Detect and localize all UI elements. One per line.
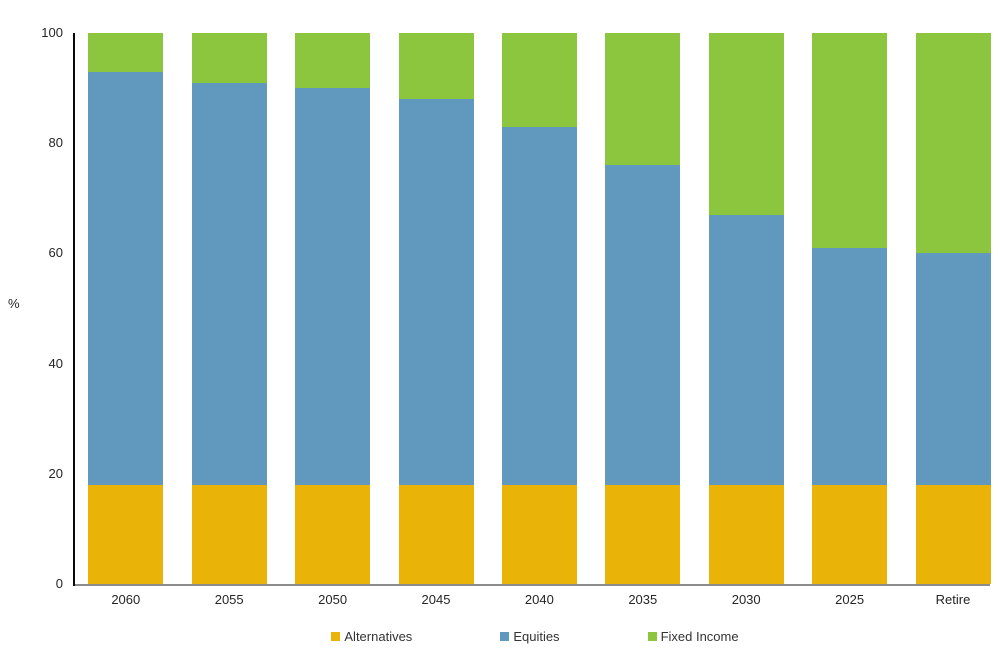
x-tick-label: 2045 [421, 592, 451, 607]
bar-segment-fixed-income [812, 33, 888, 248]
y-axis-title: % [8, 296, 20, 311]
legend-swatch-alternatives [331, 632, 341, 641]
bar-2050 [295, 33, 371, 584]
bar-segment-alternatives [295, 484, 371, 584]
bar-segment-fixed-income [191, 33, 267, 83]
bar-2035 [605, 33, 681, 584]
bar-segment-alternatives [915, 484, 991, 584]
x-tick-label: Retire [935, 592, 971, 607]
legend-label: Equities [513, 629, 560, 644]
bar-2055 [191, 33, 267, 584]
y-tick-label: 20 [48, 465, 63, 481]
x-axis-line [75, 584, 990, 586]
bar-segment-alternatives [605, 484, 681, 584]
plot-area: 0 20 40 60 80 100 2060 2055 2050 2045 2040 2035 203… [41, 25, 991, 607]
y-tick-label: 100 [41, 25, 63, 40]
y-axis-line [73, 33, 75, 586]
legend-label: Fixed Income [660, 629, 739, 644]
bar-segment-alternatives [88, 484, 164, 584]
bar-segment-fixed-income [605, 33, 681, 166]
legend-item-equities: Equities [500, 629, 560, 644]
bar-segment-equities [398, 99, 474, 485]
bar-segment-alternatives [708, 484, 784, 584]
legend-swatch-equities [500, 632, 510, 641]
bar-segment-equities [191, 82, 267, 485]
x-tick-label: 2055 [214, 592, 244, 607]
bar-segment-equities [708, 214, 784, 485]
bar-segment-equities [501, 126, 577, 485]
bar-segment-fixed-income [398, 33, 474, 100]
legend-item-alternatives: Alternatives [331, 629, 412, 644]
legend-label: Alternatives [344, 629, 413, 644]
legend-item-fixed-income: Fixed Income [647, 629, 739, 644]
y-tick-label: 40 [48, 355, 63, 371]
x-tick-label: 2050 [318, 592, 348, 607]
bar-segment-fixed-income [915, 33, 991, 254]
y-tick-label: 0 [55, 576, 63, 591]
bar-2060 [88, 33, 164, 584]
bar-segment-equities [88, 71, 164, 485]
bar-2025 [812, 33, 888, 584]
x-tick-label: 2025 [835, 592, 865, 607]
legend-swatch-fixed-income [647, 632, 657, 641]
bar-2045 [398, 33, 474, 584]
bar-segment-alternatives [398, 484, 474, 584]
y-tick-label: 80 [48, 135, 63, 151]
bar-2040 [501, 33, 577, 584]
bar-segment-equities [915, 253, 991, 485]
x-tick-label: 2040 [524, 592, 554, 607]
bar-retire [915, 33, 991, 584]
bar-segment-fixed-income [708, 33, 784, 215]
bar-segment-alternatives [812, 484, 888, 584]
x-tick-label: 2030 [731, 592, 761, 607]
x-tick-label: 2035 [628, 592, 658, 607]
bar-segment-equities [812, 247, 888, 485]
bar-segment-fixed-income [295, 33, 371, 89]
bar-segment-equities [605, 165, 681, 485]
bar-segment-fixed-income [501, 33, 577, 127]
bar-segment-alternatives [501, 484, 577, 584]
bar-segment-fixed-income [88, 33, 164, 72]
bar-2030 [708, 33, 784, 584]
y-tick-label: 60 [48, 245, 63, 261]
bar-segment-alternatives [191, 484, 267, 584]
bar-segment-equities [295, 88, 371, 485]
legend: Alternatives Equities Fixed Income [0, 629, 1000, 644]
x-tick-label: 2060 [111, 592, 141, 607]
